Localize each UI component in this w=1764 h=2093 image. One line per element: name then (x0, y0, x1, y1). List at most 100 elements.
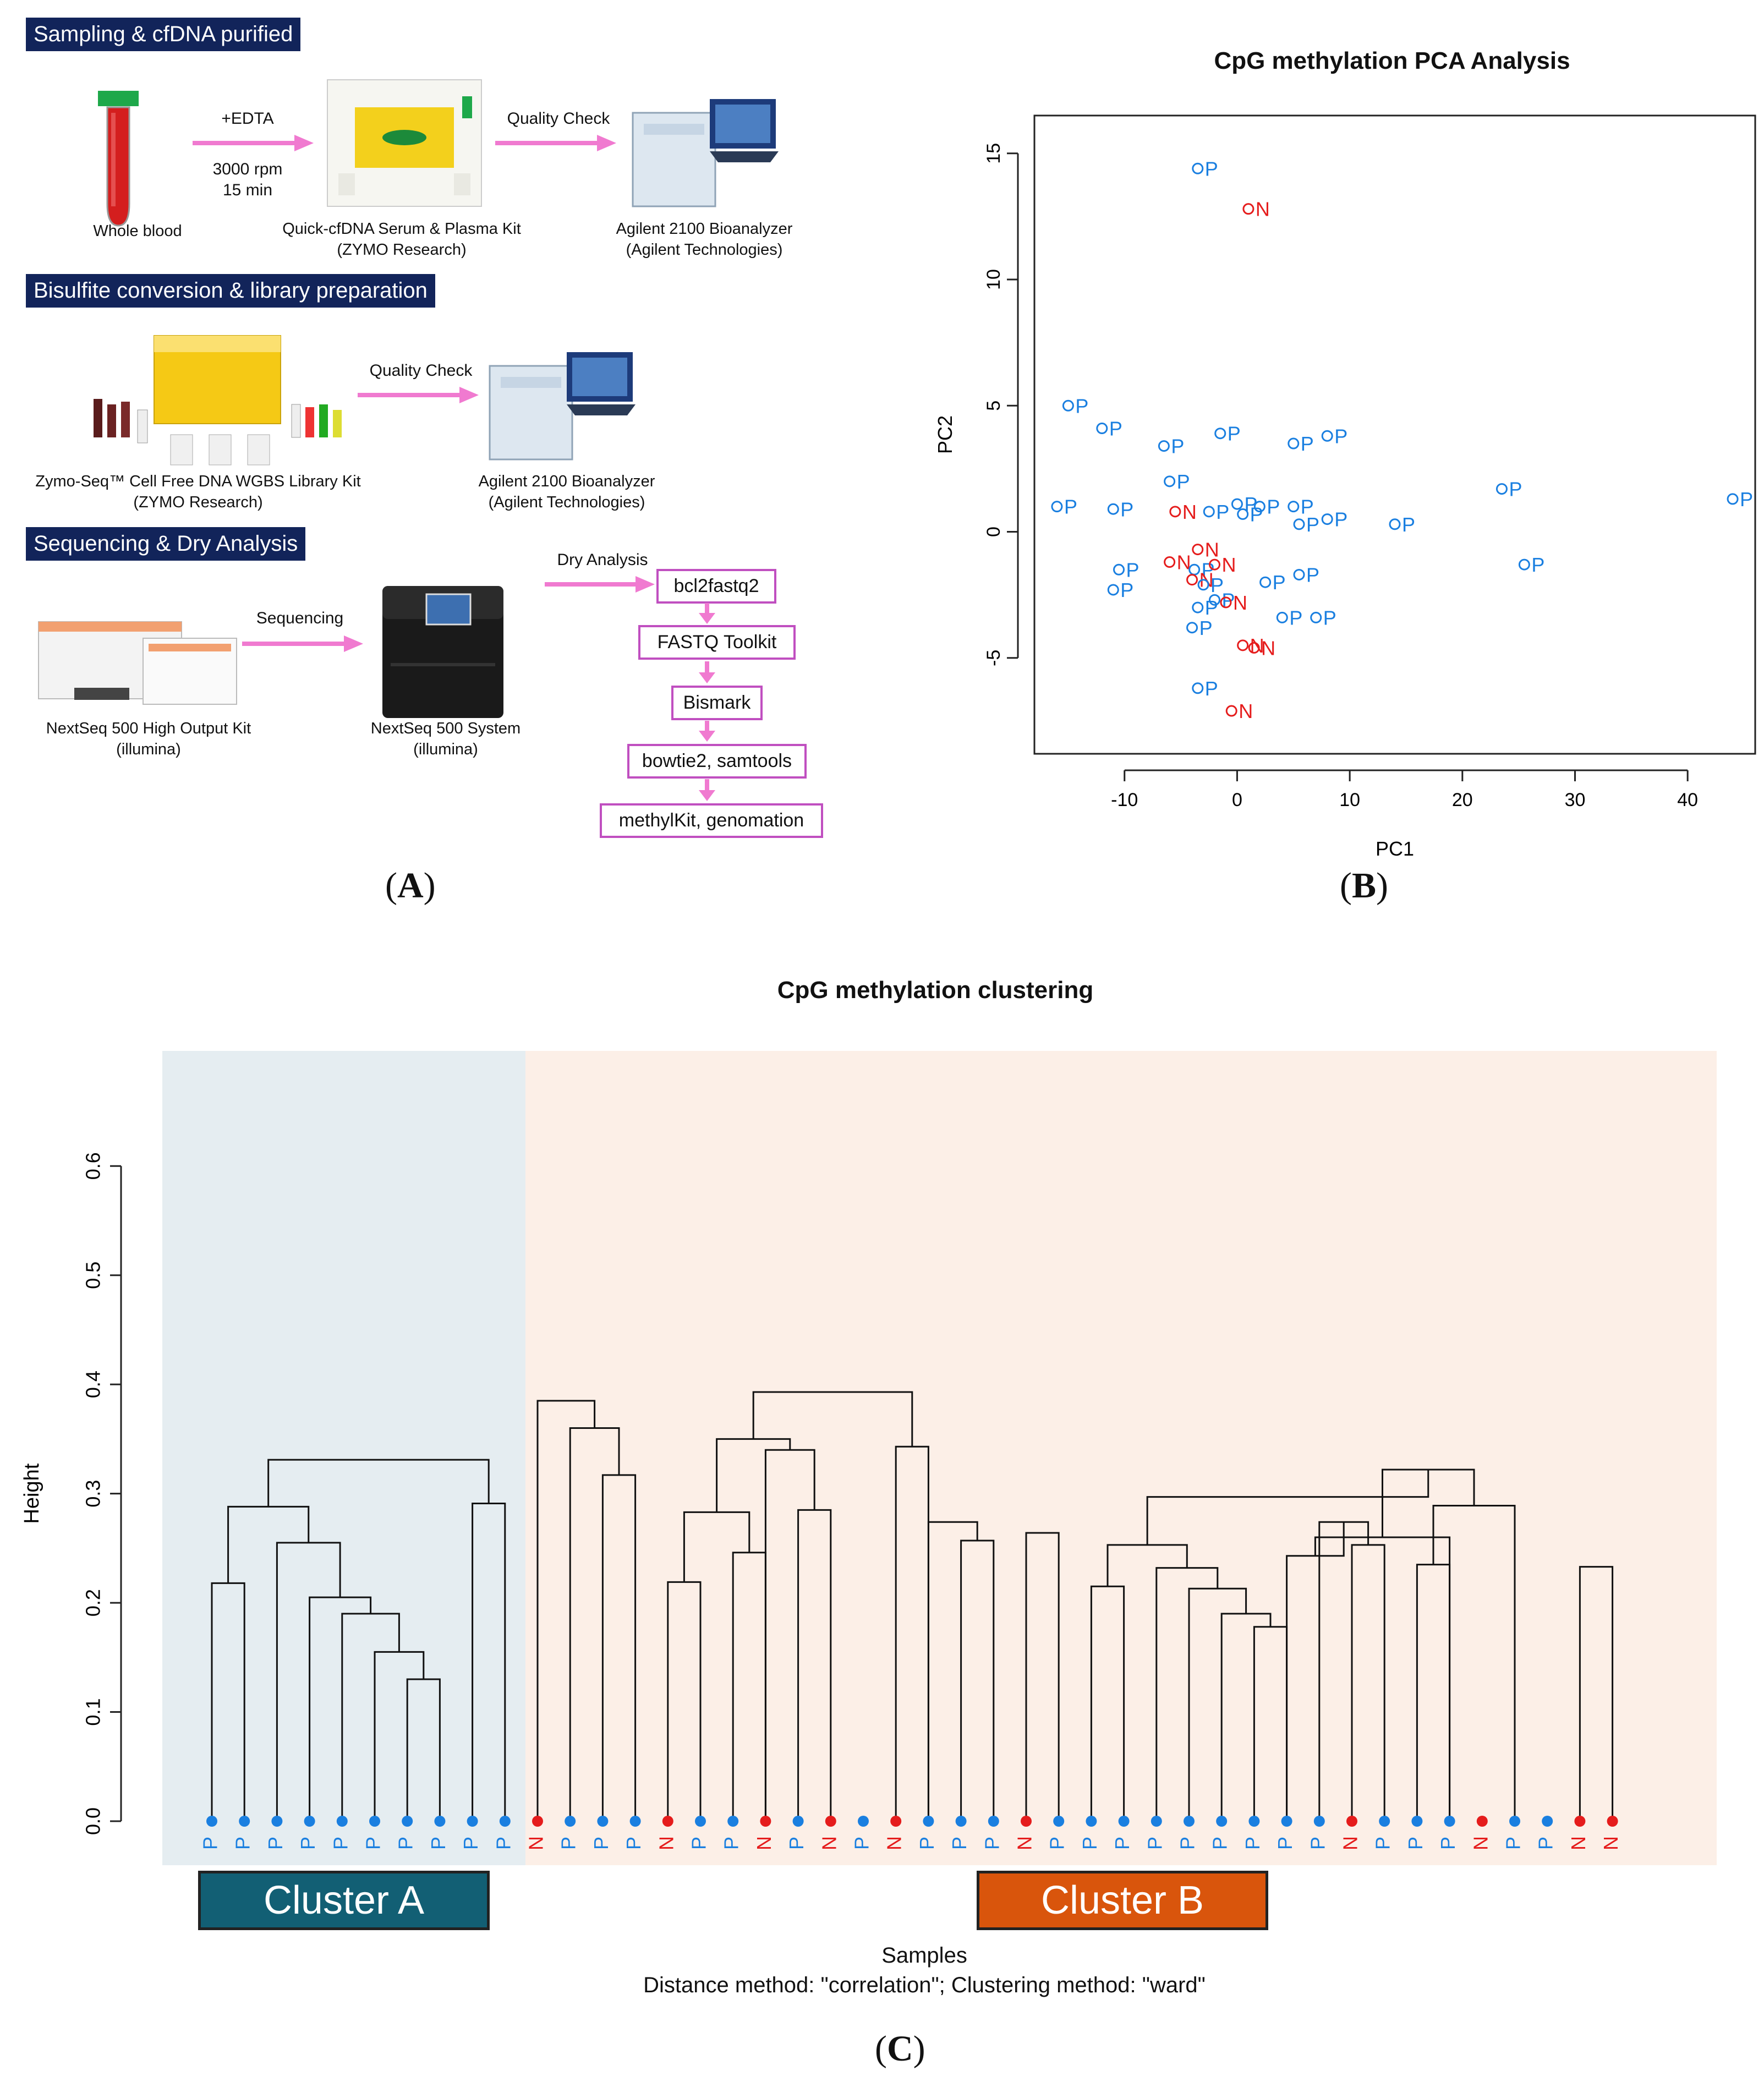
svg-text:P: P (1301, 496, 1314, 518)
dendrogram-y-tick-label: 0.6 (82, 1152, 105, 1180)
dendrogram-branch (1318, 1521, 1369, 1821)
pca-point: P (1495, 478, 1522, 501)
dendrogram-subtitle: Distance method: "correlation"; Clusteri… (643, 1973, 1206, 1997)
dendrogram-leaf: N (818, 1816, 840, 1850)
dendrogram-leaf: P (1046, 1816, 1069, 1850)
svg-text:P: P (1126, 558, 1140, 581)
svg-text:P: P (427, 1837, 450, 1850)
panel-a-label: (A) (385, 865, 436, 906)
dendrogram-branch (1146, 1469, 1429, 1545)
svg-text:N: N (1205, 539, 1219, 561)
sequencing-label: Sequencing (256, 609, 344, 627)
cluster-a-label: Cluster A (198, 1871, 490, 1930)
dendrogram-branch (683, 1511, 750, 1582)
svg-text:P: P (851, 1837, 873, 1850)
dendrogram-y-axis: 0.0 0.1 0.2 0.3 0.4 0.5 0.6 (82, 1152, 122, 1835)
pca-point: P (1192, 677, 1218, 700)
svg-text:P: P (1502, 1837, 1525, 1850)
dendrogram-leaf: P (980, 1816, 1003, 1850)
cfdna-kit-caption: Quick-cfDNA Serum & Plasma Kit (282, 220, 521, 238)
dendrogram-branch (227, 1505, 310, 1584)
svg-text:P: P (1301, 432, 1314, 455)
pca-point: N (1242, 198, 1270, 221)
pca-point: P (1389, 513, 1415, 536)
bioanalyzer-caption-2: Agilent 2100 Bioanalyzer (478, 473, 655, 490)
dendrogram-leaf: N (1567, 1816, 1590, 1850)
quality-check-label-2: Quality Check (369, 361, 473, 380)
dendrogram-leaf: P (362, 1816, 385, 1850)
blood-tube-icon (98, 91, 139, 227)
pca-point: N (1220, 591, 1247, 614)
dendrogram-leaf: N (883, 1816, 906, 1850)
dendrogram-branch (752, 1391, 913, 1447)
dendrogram-branch (1188, 1587, 1247, 1821)
pca-point: N (1225, 700, 1253, 722)
pca-point: P (1186, 617, 1213, 639)
svg-text:P: P (720, 1837, 743, 1850)
svg-text:P: P (1334, 508, 1347, 531)
svg-text:P: P (1306, 1837, 1329, 1850)
dendrogram-branch (764, 1449, 815, 1821)
svg-text:P: P (785, 1837, 808, 1850)
wgbs-library-kit-icon (94, 335, 342, 465)
dendrogram-leaf: P (590, 1816, 612, 1850)
panel-b-label: (B) (1340, 865, 1388, 906)
edta-label: +EDTA (221, 109, 274, 128)
dendrogram-leaf: P (1404, 1816, 1427, 1850)
dendrogram-branch (267, 1459, 490, 1507)
svg-text:P: P (1404, 1837, 1427, 1850)
pca-x-tick-label: 40 (1677, 790, 1698, 810)
svg-text:P: P (459, 1837, 482, 1850)
svg-text:P: P (329, 1837, 352, 1850)
dendrogram-leaf: N (655, 1816, 677, 1850)
dendrogram-leaf: P (688, 1816, 710, 1850)
svg-text:P: P (1109, 418, 1122, 440)
svg-text:P: P (1171, 435, 1184, 458)
dendrogram-y-tick-label: 0.2 (82, 1589, 105, 1617)
wgbs-kit-vendor: (ZYMO Research) (133, 494, 263, 511)
wgbs-kit-caption: Zymo-Seq™ Cell Free DNA WGBS Library Kit (35, 473, 361, 490)
dendrogram-branch (536, 1400, 596, 1821)
dry-analysis-label: Dry Analysis (557, 551, 648, 569)
whole-blood-caption: Whole blood (93, 222, 182, 240)
dendrogram-branch (601, 1474, 637, 1821)
dendrogram-leaf: P (785, 1816, 808, 1850)
dendrogram-leaf: P (1274, 1816, 1296, 1850)
svg-text:N: N (1233, 591, 1247, 614)
dendrogram-title: CpG methylation clustering (777, 977, 1094, 1004)
nextseq-system-vendor: (illumina) (413, 741, 478, 758)
svg-text:N: N (1261, 637, 1275, 659)
section-header-bisulfite: Bisulfite conversion & library preparati… (26, 274, 435, 308)
dendrogram-leaf: P (1176, 1816, 1199, 1850)
pca-point: N (1169, 501, 1197, 523)
arrow-right-icon (242, 635, 363, 652)
dendrogram-leaf: P (1306, 1816, 1329, 1850)
dendrogram-y-tick-label: 0.3 (82, 1480, 105, 1508)
pca-point: P (1192, 157, 1218, 180)
pca-title: CpG methylation PCA Analysis (1214, 47, 1570, 74)
dendrogram-leaf: P (232, 1816, 254, 1850)
bioanalyzer-caption-1: Agilent 2100 Bioanalyzer (616, 220, 793, 238)
dendrogram-leaf: P (199, 1816, 222, 1850)
svg-text:P: P (1120, 498, 1133, 520)
centrifuge-time-label: 15 min (222, 181, 273, 199)
bioanalyzer-vendor-2: (Agilent Technologies) (488, 494, 645, 511)
svg-text:P: P (1205, 596, 1218, 619)
svg-text:P: P (1250, 503, 1263, 525)
pca-point: P (1062, 395, 1088, 417)
svg-text:P: P (1228, 423, 1241, 445)
dendrogram-leaf: P (297, 1816, 319, 1850)
pca-point: P (1164, 470, 1190, 493)
svg-text:N: N (818, 1836, 840, 1850)
nextseq-kit-caption: NextSeq 500 High Output Kit (46, 720, 251, 737)
svg-text:P: P (1111, 1837, 1133, 1850)
dendrogram-leaf: N (525, 1816, 547, 1850)
pipeline-step-bcl2fastq2: bcl2fastq2 (656, 569, 776, 604)
dendrogram-branch (960, 1539, 995, 1821)
pca-y-axis: -5 0 5 10 15 (983, 143, 1019, 666)
dendrogram-leaf: P (492, 1816, 514, 1850)
pca-x-tick-label: 30 (1565, 790, 1586, 810)
dendrogram-y-tick-label: 0.1 (82, 1698, 105, 1726)
pca-point: P (1293, 513, 1319, 536)
pipeline-step-methylkit: methylKit, genomation (600, 803, 823, 838)
